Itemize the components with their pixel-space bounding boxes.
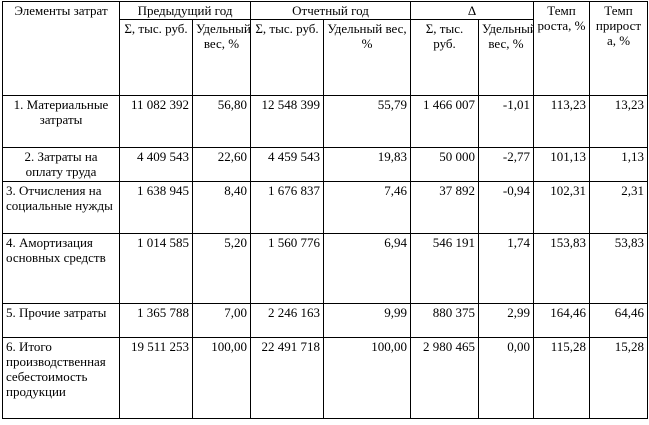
delta-sum-cell: 50 000 xyxy=(410,147,479,182)
report-sum-cell: 2 246 163 xyxy=(250,303,324,338)
header-delta-sum: Σ, тыс. руб. xyxy=(410,19,479,96)
cost-element-name: 4. Амортизация основных средств xyxy=(2,233,120,304)
delta-share-cell: 2,99 xyxy=(478,303,534,338)
report-share-cell: 19,83 xyxy=(323,147,411,182)
table-row: 2. Затраты на оплату труда 4 409 543 22,60… xyxy=(2,147,648,182)
prev-share-cell: 22,60 xyxy=(192,147,251,182)
report-share-cell: 7,46 xyxy=(323,181,411,234)
cost-element-name: 6. Итого производственная себестоимость … xyxy=(2,337,120,419)
header-report-year: Отчетный год xyxy=(250,1,411,20)
table-row: 3. Отчисления на социальные нужды 1 638 9… xyxy=(2,181,648,234)
table-row: 1. Материальные затраты 11 082 392 56,80 12… xyxy=(2,95,648,148)
delta-sum-cell: 2 980 465 xyxy=(410,337,479,419)
header-delta: Δ xyxy=(410,1,534,20)
table-header: Элементы затрат Предыдущий год Отчетный … xyxy=(2,1,648,96)
cost-structure-table: Элементы затрат Предыдущий год Отчетный … xyxy=(2,1,648,419)
prev-sum-cell: 1 014 585 xyxy=(119,233,193,304)
report-sum-cell: 4 459 543 xyxy=(250,147,324,182)
header-prev-sum: Σ, тыс. руб. xyxy=(119,19,193,96)
growth-rate-cell: 153,83 xyxy=(533,233,590,304)
growth-rate-cell: 164,46 xyxy=(533,303,590,338)
delta-share-cell: 1,74 xyxy=(478,233,534,304)
report-sum-cell: 1 560 776 xyxy=(250,233,324,304)
table-row: 5. Прочие затраты 1 365 788 7,00 2 246 163 9… xyxy=(2,303,648,338)
report-share-cell: 100,00 xyxy=(323,337,411,419)
prev-share-cell: 100,00 xyxy=(192,337,251,419)
delta-share-cell: -1,01 xyxy=(478,95,534,148)
report-sum-cell: 1 676 837 xyxy=(250,181,324,234)
delta-share-cell: -0,94 xyxy=(478,181,534,234)
cost-element-name: 1. Материальные затраты xyxy=(2,95,120,148)
report-sum-cell: 22 491 718 xyxy=(250,337,324,419)
prev-share-cell: 56,80 xyxy=(192,95,251,148)
table-body: 1. Материальные затраты 11 082 392 56,80 12… xyxy=(2,95,648,419)
growth-rate-cell: 113,23 xyxy=(533,95,590,148)
growth-rate-cell: 115,28 xyxy=(533,337,590,419)
header-growth-rate: Темп роста, % xyxy=(533,1,590,96)
header-cost-elements: Элементы затрат xyxy=(2,1,120,96)
header-increase-rate: Темп прирост а, % xyxy=(589,1,648,96)
prev-sum-cell: 19 511 253 xyxy=(119,337,193,419)
prev-share-cell: 5,20 xyxy=(192,233,251,304)
delta-share-cell: -2,77 xyxy=(478,147,534,182)
prev-sum-cell: 1 638 945 xyxy=(119,181,193,234)
table-row: 4. Амортизация основных средств 1 014 585… xyxy=(2,233,648,304)
header-delta-share: Удельный вес, % xyxy=(478,19,534,96)
delta-share-cell: 0,00 xyxy=(478,337,534,419)
delta-sum-cell: 880 375 xyxy=(410,303,479,338)
header-report-share: Удельный вес, % xyxy=(323,19,411,96)
increase-rate-cell: 2,31 xyxy=(589,181,648,234)
table-row: 6. Итого производственная себестоимость … xyxy=(2,337,648,419)
header-report-sum: Σ, тыс. руб. xyxy=(250,19,324,96)
increase-rate-cell: 1,13 xyxy=(589,147,648,182)
increase-rate-cell: 53,83 xyxy=(589,233,648,304)
header-previous-year: Предыдущий год xyxy=(119,1,251,20)
report-share-cell: 9,99 xyxy=(323,303,411,338)
increase-rate-cell: 13,23 xyxy=(589,95,648,148)
prev-share-cell: 7,00 xyxy=(192,303,251,338)
cost-element-name: 5. Прочие затраты xyxy=(2,303,120,338)
report-share-cell: 6,94 xyxy=(323,233,411,304)
growth-rate-cell: 102,31 xyxy=(533,181,590,234)
delta-sum-cell: 546 191 xyxy=(410,233,479,304)
prev-share-cell: 8,40 xyxy=(192,181,251,234)
cost-element-name: 2. Затраты на оплату труда xyxy=(2,147,120,182)
prev-sum-cell: 11 082 392 xyxy=(119,95,193,148)
report-sum-cell: 12 548 399 xyxy=(250,95,324,148)
report-share-cell: 55,79 xyxy=(323,95,411,148)
increase-rate-cell: 15,28 xyxy=(589,337,648,419)
delta-sum-cell: 37 892 xyxy=(410,181,479,234)
prev-sum-cell: 4 409 543 xyxy=(119,147,193,182)
prev-sum-cell: 1 365 788 xyxy=(119,303,193,338)
delta-sum-cell: 1 466 007 xyxy=(410,95,479,148)
header-prev-share: Удельный вес, % xyxy=(192,19,251,96)
increase-rate-cell: 64,46 xyxy=(589,303,648,338)
growth-rate-cell: 101,13 xyxy=(533,147,590,182)
cost-element-name: 3. Отчисления на социальные нужды xyxy=(2,181,120,234)
